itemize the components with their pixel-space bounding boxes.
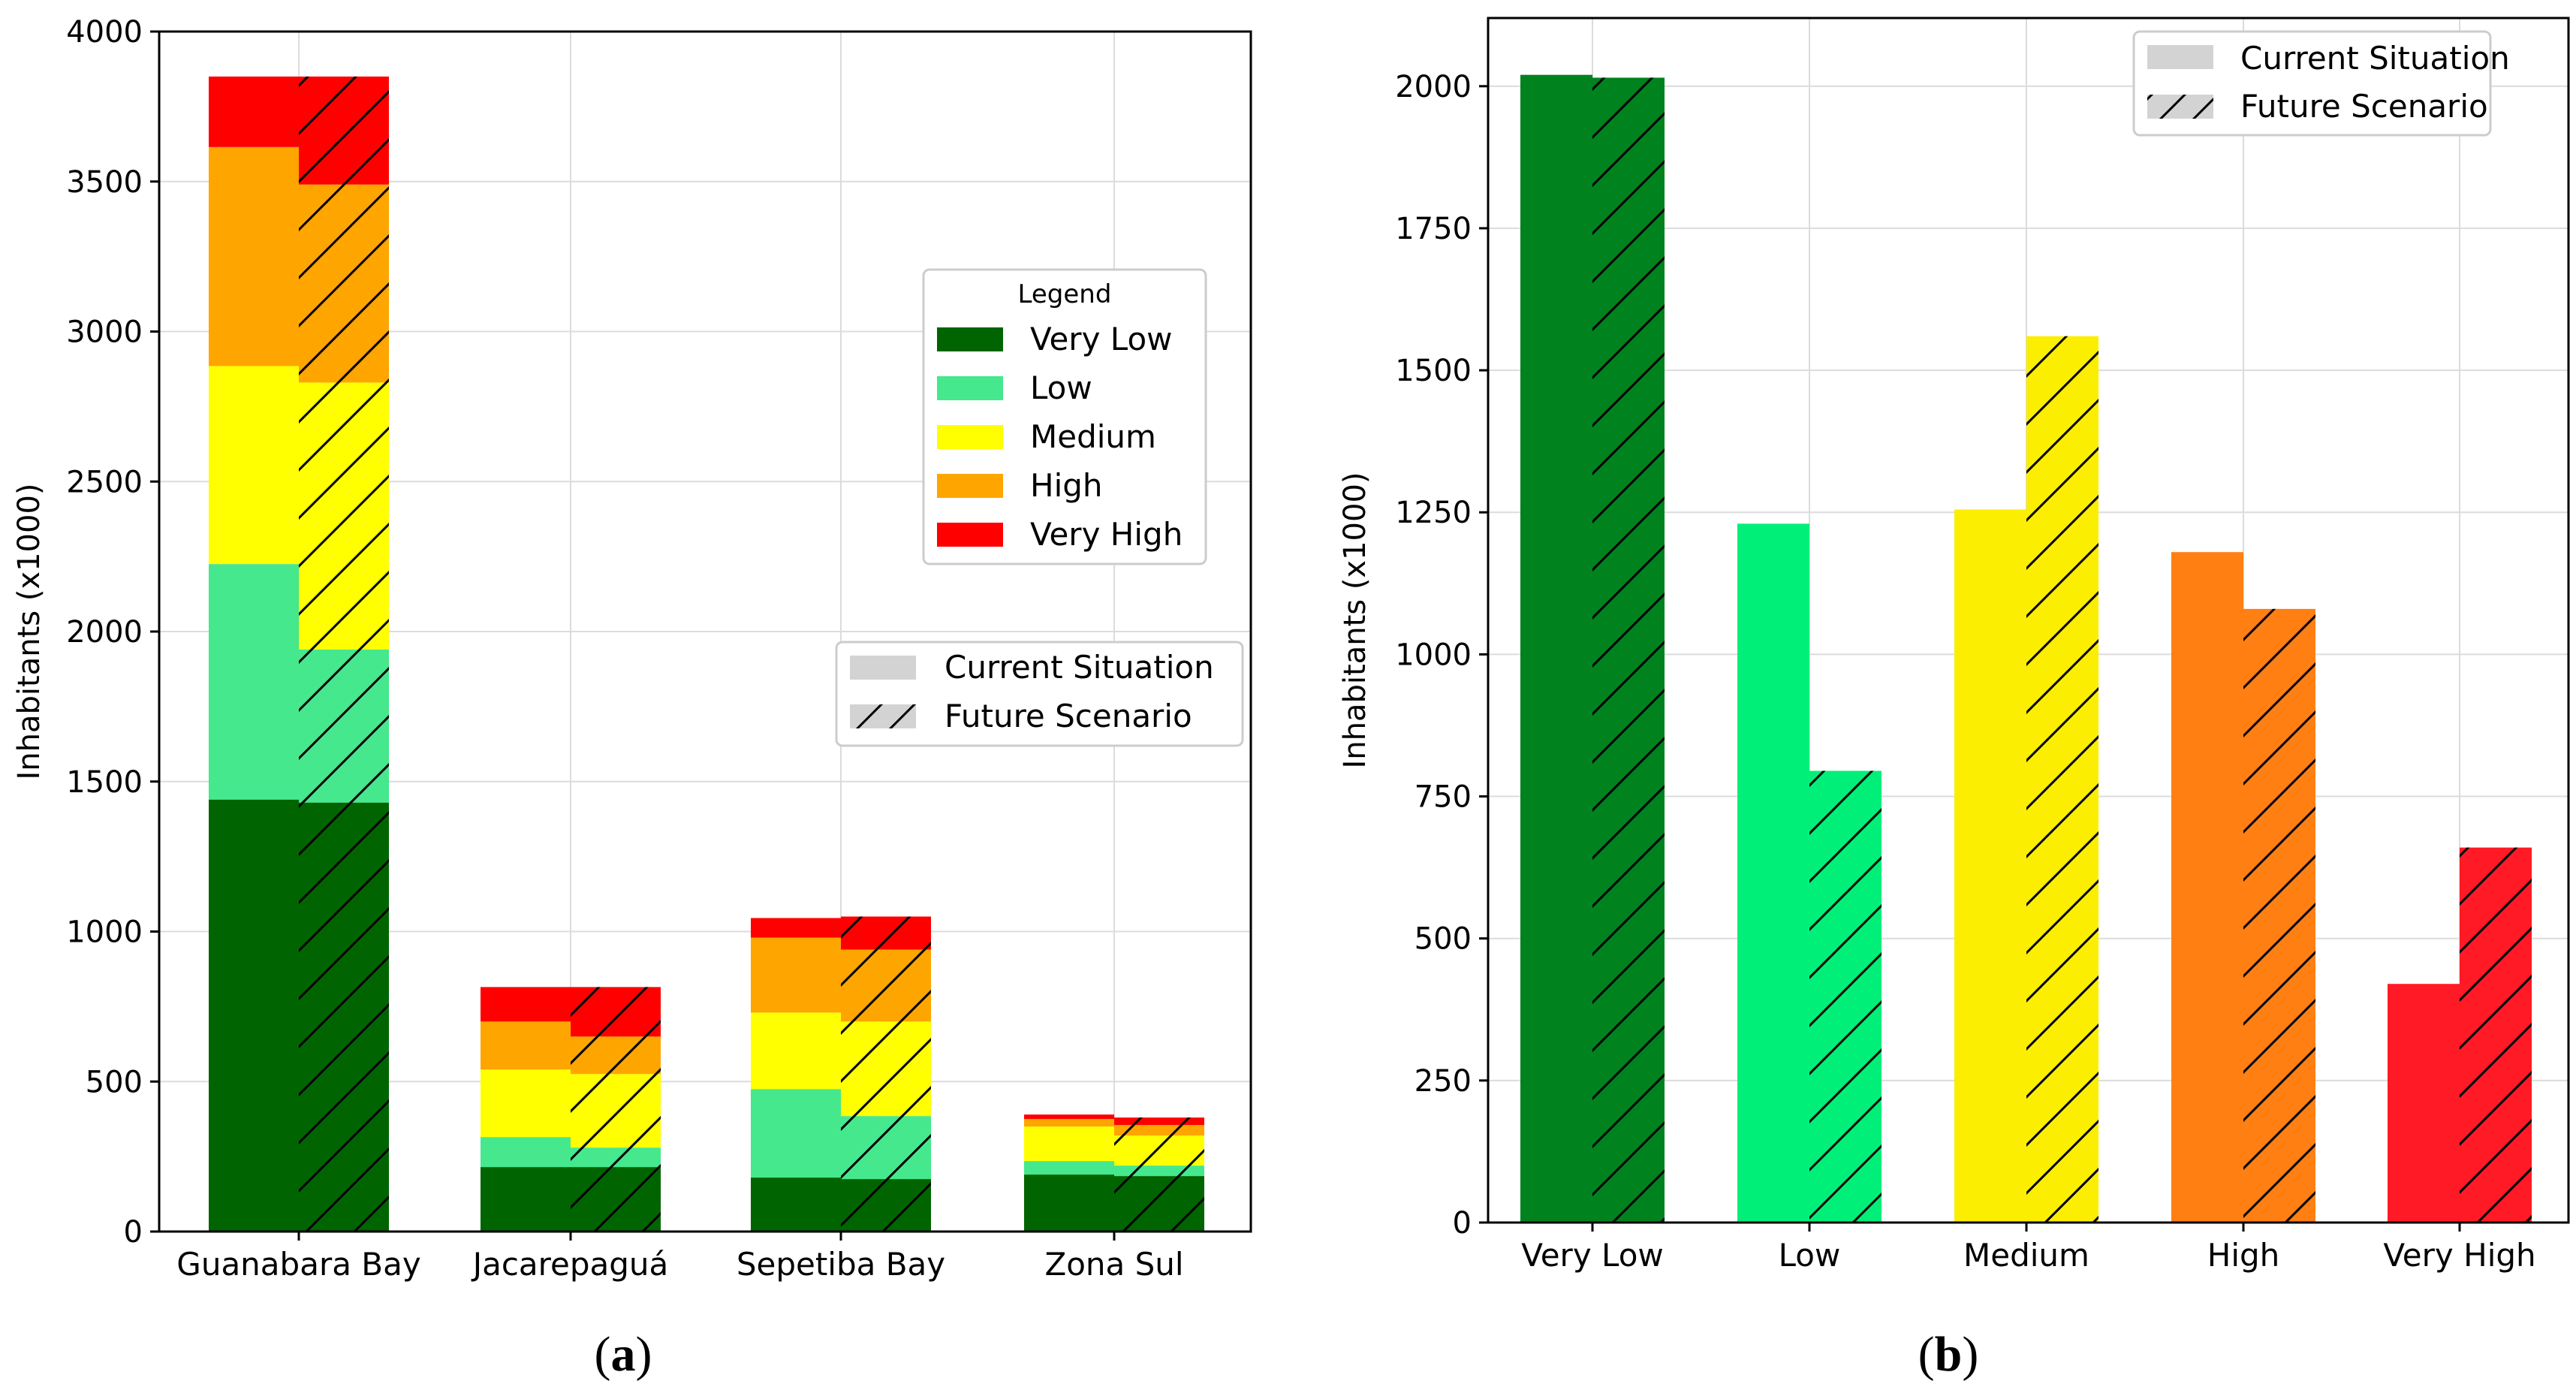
b-current-situation-swatch <box>2147 45 2213 69</box>
y-tick-label: 1250 <box>1395 496 1472 530</box>
legend-label-high: High <box>1030 467 1103 504</box>
x-tick-label-very-high: Very High <box>2383 1237 2535 1274</box>
b-legend-current-situation: Current Situation <box>2240 40 2510 77</box>
hatch-jacarepagua <box>571 987 661 1232</box>
y-tick-label: 3500 <box>66 165 143 200</box>
legend-swatch-high <box>937 474 1003 498</box>
hatch-zona-sul <box>1114 1117 1204 1232</box>
bar-sepetiba-bay-current-situation-medium <box>751 1012 841 1090</box>
chart-a: 0 500 1000 1500 2000 2500 3000 3500 4000 Guanaba… <box>12 15 1252 1382</box>
bar-zona-sul-current-situation-high <box>1024 1119 1114 1127</box>
chart-a-y-axis-label: Inhabitants (x1000) <box>12 484 47 780</box>
bar-jacarepagua-current-situation-low <box>481 1137 571 1168</box>
current-situation-swatch <box>850 656 916 680</box>
chart-a-color-legend: Legend Very Low Low Medium High Very High <box>922 268 1207 565</box>
bar-jacarepagua-current-situation-high <box>481 1021 571 1070</box>
hatch-very-low <box>1592 77 1665 1223</box>
y-tick-label: 4000 <box>66 15 143 50</box>
x-tick-label-medium: Medium <box>1963 1237 2089 1274</box>
hatch-low <box>1809 770 1882 1223</box>
bar-zona-sul-current-situation-very-high <box>1024 1114 1114 1120</box>
legend-swatch-very-high <box>937 523 1003 547</box>
chart-a-y-ticks: 0 500 1000 1500 2000 2500 3000 3500 4000 <box>66 15 159 1250</box>
bar-sepetiba-bay-current-situation-high <box>751 937 841 1013</box>
y-tick-label: 250 <box>1415 1064 1472 1099</box>
legend-swatch-medium <box>937 425 1003 449</box>
bar-guanabara-bay-current-situation-low <box>209 564 299 800</box>
b-legend-future-scenario: Future Scenario <box>2240 88 2488 125</box>
bar-guanabara-bay-current-situation-high <box>209 146 299 366</box>
legend-future-scenario: Future Scenario <box>945 698 1192 734</box>
hatch-sepetiba-bay <box>841 916 931 1232</box>
y-tick-label: 0 <box>124 1215 143 1250</box>
bar-zona-sul-current-situation-low <box>1024 1161 1114 1175</box>
bar-jacarepagua-current-situation-very-low <box>481 1167 571 1232</box>
chart-b-x-ticks: Very Low Low Medium High Very High <box>1521 1223 2536 1274</box>
chart-a-x-ticks: Guanabara Bay Jacarepaguá Sepetiba Bay Zona… <box>176 1232 1184 1283</box>
y-tick-label: 1500 <box>66 765 143 800</box>
chart-b-y-ticks: 0 250 500 750 1000 1250 1500 1750 2000 <box>1395 70 1488 1241</box>
bar-jacarepagua-current-situation-very-high <box>481 987 571 1022</box>
bar-high-current-situation <box>2171 552 2243 1223</box>
hatch-medium <box>2026 336 2098 1223</box>
x-tick-label-zona-sul: Zona Sul <box>1044 1246 1183 1283</box>
bar-very-low-current-situation <box>1520 74 1592 1223</box>
bar-guanabara-bay-current-situation-medium <box>209 366 299 565</box>
chart-b: 0 250 500 750 1000 1250 1500 1750 2000 Very Low L… <box>1338 17 2570 1382</box>
chart-a-bars <box>209 76 1204 1232</box>
bar-very-high-current-situation <box>2388 984 2460 1223</box>
y-tick-label: 750 <box>1415 780 1472 815</box>
legend-label-very-low: Very Low <box>1030 321 1173 357</box>
y-tick-label: 2000 <box>66 615 143 650</box>
legend-swatch-very-low <box>937 327 1003 351</box>
b-future-scenario-hatch <box>2147 95 2213 119</box>
hatch-high <box>2243 608 2315 1223</box>
hatch-guanabara-bay <box>299 76 389 1232</box>
caption-b: (b) <box>1918 1327 1979 1382</box>
hatch-very-high <box>2460 847 2532 1223</box>
chart-b-bars <box>1520 74 2532 1223</box>
bar-sepetiba-bay-current-situation-low <box>751 1089 841 1178</box>
x-tick-label-low: Low <box>1779 1237 1841 1274</box>
chart-a-scenario-legend: Current Situation Future Scenario <box>835 641 1244 747</box>
legend-swatch-low <box>937 376 1003 400</box>
y-tick-label: 2500 <box>66 465 143 499</box>
legend-title: Legend <box>1018 279 1112 309</box>
legend-label-very-high: Very High <box>1030 516 1183 553</box>
x-tick-label-sepetiba-bay: Sepetiba Bay <box>737 1246 945 1283</box>
y-tick-label: 1000 <box>66 915 143 950</box>
x-tick-label-very-low: Very Low <box>1521 1237 1664 1274</box>
bar-guanabara-bay-current-situation-very-low <box>209 799 299 1232</box>
bar-medium-current-situation <box>1954 509 2026 1223</box>
x-tick-label-jacarepagua: Jacarepaguá <box>471 1246 669 1283</box>
caption-a: (a) <box>595 1327 652 1382</box>
legend-label-medium: Medium <box>1030 418 1156 455</box>
bar-zona-sul-current-situation-very-low <box>1024 1174 1114 1232</box>
y-tick-label: 0 <box>1453 1206 1472 1241</box>
y-tick-label: 3000 <box>66 315 143 350</box>
x-tick-label-high: High <box>2207 1237 2280 1274</box>
y-tick-label: 2000 <box>1395 70 1472 104</box>
y-tick-label: 1750 <box>1395 212 1472 246</box>
chart-b-frame <box>1487 17 2570 1224</box>
y-tick-label: 500 <box>86 1065 143 1099</box>
y-tick-label: 1000 <box>1395 638 1472 672</box>
bar-sepetiba-bay-current-situation-very-high <box>751 918 841 938</box>
bar-zona-sul-current-situation-medium <box>1024 1126 1114 1162</box>
bar-sepetiba-bay-current-situation-very-low <box>751 1177 841 1232</box>
legend-label-low: Low <box>1030 369 1092 406</box>
y-tick-label: 500 <box>1415 922 1472 957</box>
chart-b-y-axis-label: Inhabitants (x1000) <box>1338 472 1372 769</box>
y-tick-label: 1500 <box>1395 354 1472 388</box>
legend-current-situation: Current Situation <box>945 649 1214 686</box>
bar-low-current-situation <box>1737 523 1809 1223</box>
bar-guanabara-bay-current-situation-very-high <box>209 76 299 147</box>
bar-jacarepagua-current-situation-medium <box>481 1069 571 1138</box>
future-scenario-hatch <box>850 704 916 728</box>
chart-b-legend: Current Situation Future Scenario <box>2132 30 2510 137</box>
x-tick-label-guanabara-bay: Guanabara Bay <box>176 1246 420 1283</box>
